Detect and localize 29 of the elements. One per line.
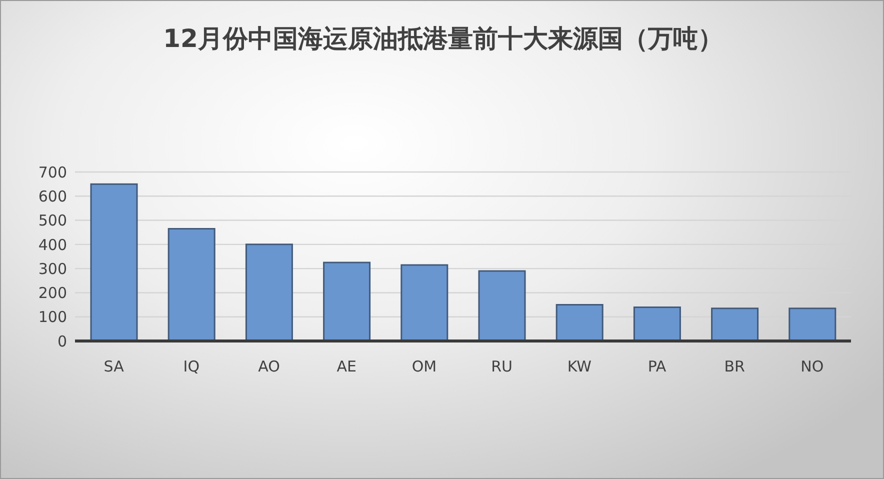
bar	[556, 304, 604, 341]
y-tick-label: 500	[38, 212, 67, 230]
x-tick-label: IQ	[183, 358, 200, 376]
y-tick-label: 300	[38, 260, 67, 278]
bar	[323, 262, 371, 341]
x-tick-label: RU	[491, 358, 513, 376]
x-tick-label: KW	[567, 358, 592, 376]
chart-title: 12月份中国海运原油抵港量前十大来源国（万吨）	[162, 23, 724, 55]
x-tick-label: SA	[104, 358, 125, 376]
bar	[633, 306, 681, 341]
bar	[711, 308, 759, 341]
bar	[245, 244, 293, 341]
y-tick-label: 700	[38, 163, 67, 182]
bar	[788, 308, 836, 341]
y-tick-label: 200	[38, 284, 67, 302]
y-tick-label: 0	[57, 332, 67, 350]
x-tick-label: BR	[724, 358, 745, 376]
x-tick-label: NO	[800, 358, 824, 376]
bar	[400, 264, 448, 341]
y-tick-label: 400	[38, 236, 67, 254]
bar	[90, 183, 138, 341]
x-tick-label: OM	[412, 358, 437, 376]
x-tick-label: PA	[648, 358, 667, 376]
y-tick-label: 100	[38, 308, 67, 326]
x-tick-label: AE	[336, 358, 356, 376]
y-tick-label: 600	[38, 187, 67, 206]
x-tick-label: AO	[258, 358, 280, 376]
bar	[168, 228, 216, 341]
bar	[478, 270, 526, 341]
